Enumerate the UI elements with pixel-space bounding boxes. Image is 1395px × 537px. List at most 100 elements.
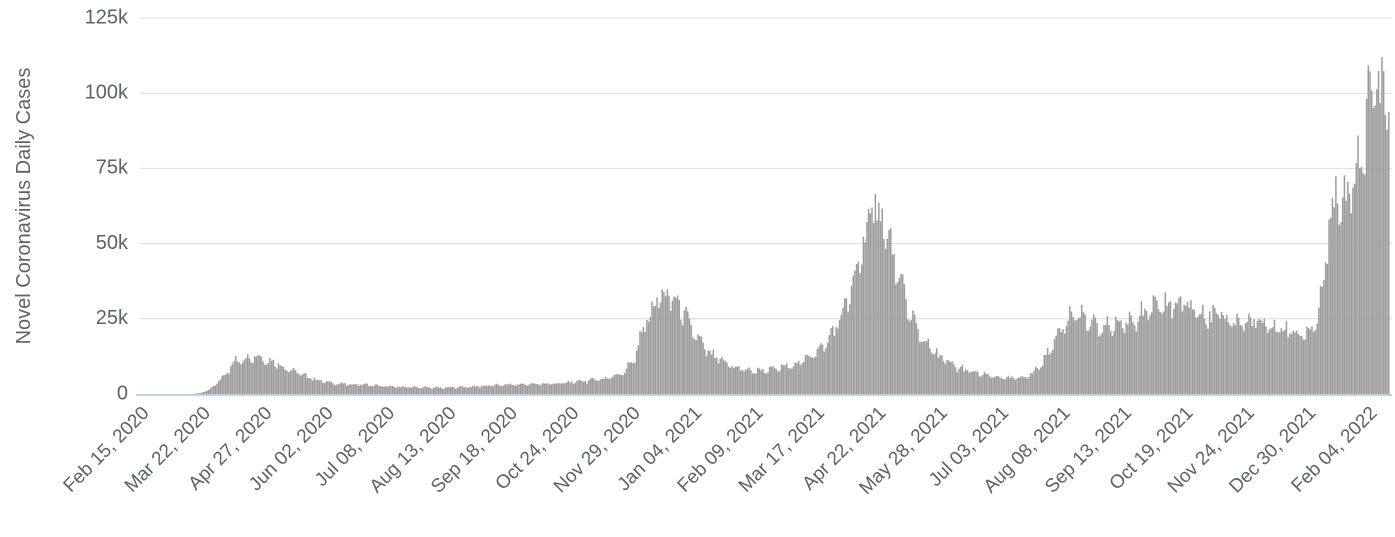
daily-cases-bar [1249, 317, 1252, 394]
daily-cases-bar [980, 376, 982, 394]
daily-cases-bar [359, 384, 362, 394]
daily-cases-bar [915, 322, 918, 394]
daily-cases-bar [1215, 313, 1218, 394]
daily-cases-bar [988, 375, 991, 394]
daily-cases-bar [854, 270, 856, 394]
daily-cases-bar [393, 387, 396, 394]
daily-cases-bar [1127, 324, 1129, 394]
daily-cases-bar [1381, 57, 1383, 394]
daily-cases-bar [1222, 315, 1225, 394]
daily-cases-bar [1005, 377, 1008, 394]
daily-cases-bar [1198, 314, 1201, 394]
daily-cases-bar [373, 385, 375, 394]
daily-cases-bar [1220, 311, 1223, 394]
daily-cases-bar [286, 370, 288, 394]
daily-cases-bar [1203, 318, 1206, 394]
daily-cases-bar [642, 327, 645, 394]
daily-cases-bar [658, 307, 660, 394]
daily-cases-bar [320, 379, 322, 394]
daily-cases-bar [947, 360, 950, 394]
daily-cases-bar [692, 337, 694, 394]
daily-cases-bar [1046, 347, 1049, 394]
daily-cases-bar [965, 369, 967, 394]
daily-cases-bar [1161, 313, 1163, 394]
daily-cases-bar [603, 378, 605, 394]
daily-cases-bar [490, 385, 493, 394]
daily-cases-bar [987, 373, 989, 394]
daily-cases-bar [275, 368, 278, 394]
daily-cases-bar [306, 377, 309, 394]
daily-cases-bar [1139, 315, 1141, 394]
daily-cases-bar [1115, 316, 1117, 394]
daily-cases-bar [1026, 378, 1028, 394]
daily-cases-bar [294, 370, 297, 394]
daily-cases-bar [1297, 334, 1300, 394]
daily-cases-bar [729, 367, 732, 394]
daily-cases-bar [976, 372, 979, 394]
daily-cases-bar [992, 377, 994, 394]
daily-cases-bar [1324, 262, 1327, 394]
daily-cases-bar [502, 385, 505, 394]
daily-cases-bar [235, 356, 237, 394]
daily-cases-bar [623, 373, 626, 394]
y-axis-tick-labels: 0 25k 50k 75k 100k 125k [85, 6, 129, 404]
daily-cases-bar [1036, 368, 1039, 394]
daily-cases-bar [293, 368, 295, 394]
daily-cases-bar [985, 373, 987, 394]
daily-cases-bar [1125, 322, 1127, 394]
daily-cases-bar [270, 360, 273, 394]
daily-cases-bar [226, 372, 229, 394]
daily-cases-bar [1186, 302, 1189, 394]
daily-cases-bar [881, 208, 883, 394]
daily-cases-bar [1265, 326, 1267, 394]
daily-cases-bar [267, 362, 269, 394]
daily-cases-bar [842, 308, 844, 394]
daily-cases-bar [564, 383, 566, 394]
daily-cases-bar [420, 388, 423, 394]
daily-cases-bar [536, 384, 539, 394]
daily-cases-bar [1019, 377, 1022, 394]
daily-cases-bar [1116, 320, 1119, 394]
daily-cases-bar [1304, 339, 1306, 394]
daily-cases-bar [1287, 337, 1289, 394]
daily-cases-bar [1070, 311, 1073, 394]
daily-cases-bar [1370, 90, 1373, 395]
daily-cases-bar [671, 300, 674, 394]
daily-cases-bar [240, 364, 242, 394]
daily-cases-bar [574, 382, 576, 394]
daily-cases-bar [1214, 307, 1216, 394]
daily-cases-bar [282, 366, 285, 394]
daily-cases-bar [567, 380, 570, 394]
daily-cases-bar [287, 372, 290, 394]
daily-cases-bar [480, 386, 483, 394]
daily-cases-bar [681, 325, 684, 394]
daily-cases-bar [770, 366, 773, 394]
daily-cases-bar [598, 380, 600, 394]
daily-cases-bar [727, 366, 730, 394]
daily-cases-bar [403, 387, 406, 394]
daily-cases-bar [1263, 318, 1266, 394]
daily-cases-bar [779, 370, 781, 394]
daily-cases-bar [431, 388, 433, 394]
daily-cases-bar [920, 341, 923, 394]
daily-cases-bar [1017, 377, 1020, 394]
daily-cases-bar [734, 366, 737, 394]
daily-cases-bar [958, 368, 960, 394]
daily-cases-bar [335, 384, 338, 394]
daily-cases-bar [886, 238, 889, 394]
daily-cases-bar [1094, 317, 1097, 394]
daily-cases-bar [1275, 331, 1277, 394]
daily-cases-bar [1225, 314, 1228, 394]
daily-cases-bar [1256, 320, 1259, 394]
daily-cases-bar [424, 386, 426, 394]
daily-cases-bar [1217, 314, 1219, 394]
daily-cases-bar [1335, 176, 1337, 394]
daily-cases-bar [835, 326, 837, 394]
daily-cases-bar [1289, 333, 1291, 394]
daily-cases-bar [572, 383, 575, 394]
daily-cases-bar [356, 384, 358, 394]
daily-cases-bar [772, 366, 774, 394]
daily-cases-bar [872, 222, 875, 394]
daily-cases-bar [1227, 322, 1230, 394]
